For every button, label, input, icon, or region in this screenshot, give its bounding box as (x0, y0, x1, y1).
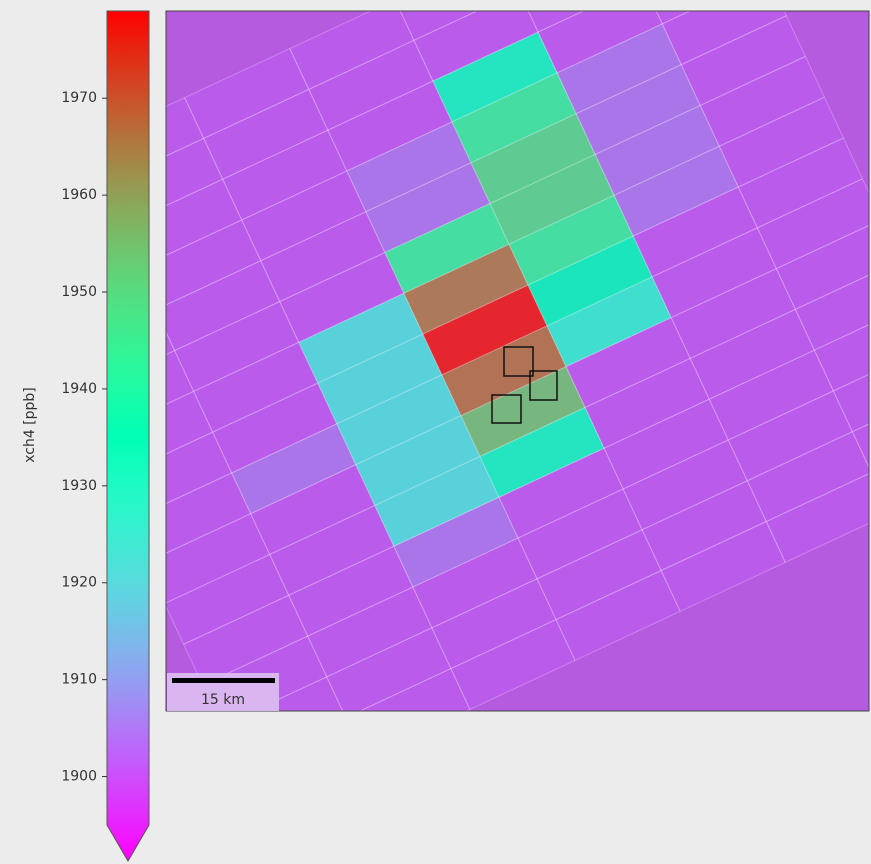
xch4-pixel (241, 718, 365, 808)
colorbar-tick-label: 1970 (61, 90, 97, 106)
colorbar-tick-label: 1910 (61, 672, 97, 688)
scale-bar (172, 678, 275, 683)
colorbar-label: xch4 [ppb] (22, 387, 38, 463)
colorbar-tick-label: 1950 (61, 284, 97, 300)
colorbar-tick-label: 1940 (61, 381, 97, 397)
colorbar (107, 11, 149, 861)
scale-bar-label: 15 km (201, 692, 245, 708)
colorbar-tick-label: 1930 (61, 478, 97, 494)
xch4-pixel (0, 187, 118, 277)
map-figure: 15 km xch4 [ppb] 1900 1910 1920 1930 1940 195… (0, 0, 871, 864)
colorbar-tick-label: 1920 (61, 575, 97, 591)
colorbar-tick-label: 1900 (61, 769, 97, 785)
colorbar-tick-label: 1960 (61, 187, 97, 203)
colorbar-ticks: 1900 1910 1920 1930 1940 1950 1960 1970 (61, 90, 107, 784)
